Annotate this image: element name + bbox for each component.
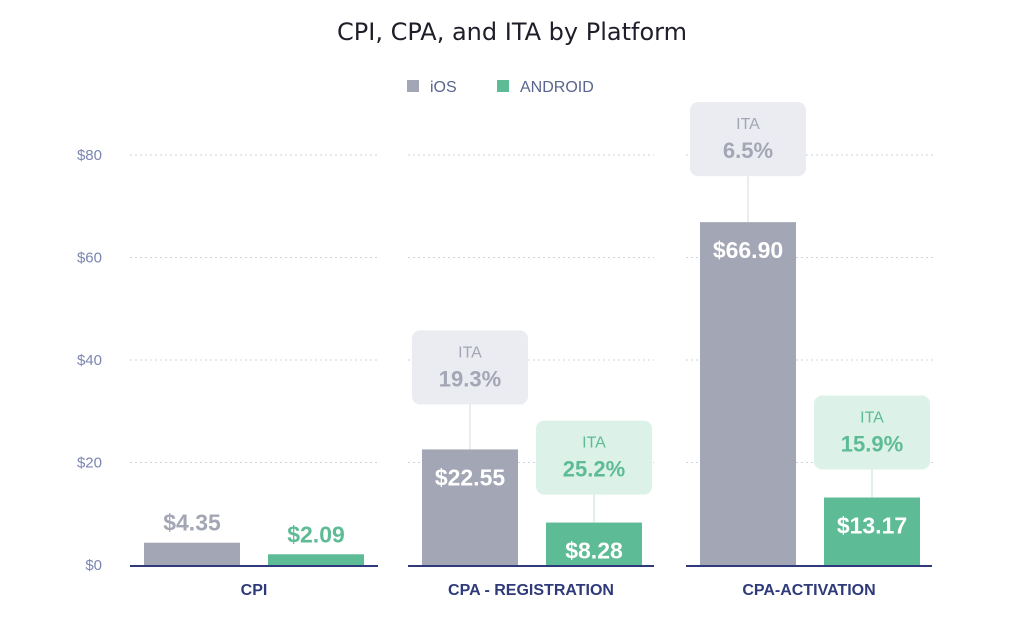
bar [144,542,240,565]
bar-value-label: $66.90 [713,237,783,263]
ita-callout-value: 19.3% [439,366,501,391]
bar [546,522,642,565]
ita-callout-box [690,102,806,177]
ita-callout-box [412,330,528,405]
ita-callout-box [536,420,652,495]
legend-label: ANDROID [520,79,594,96]
legend-swatch [407,80,419,92]
ita-callout-title: ITA [736,116,760,133]
y-tick-label: $0 [85,557,102,574]
y-tick-label: $40 [77,352,102,369]
ita-callout-title: ITA [582,435,606,452]
y-tick-label: $80 [77,147,102,164]
ita-callout-value: 25.2% [563,457,625,482]
bar-value-label: $22.55 [435,464,506,490]
chart-title: CPI, CPA, and ITA by Platform [337,18,687,46]
category-label: CPA - REGISTRATION [448,582,614,599]
ita-callout-value: 6.5% [723,138,773,163]
bar-value-label: $13.17 [837,513,907,539]
ita-callout-box [814,395,930,470]
legend-label: iOS [430,79,457,96]
bar-value-label: $8.28 [565,538,623,564]
bar-value-label: $2.09 [287,521,345,547]
bar [268,554,364,565]
bar [824,497,920,565]
ita-callout-value: 15.9% [841,432,903,457]
y-tick-label: $20 [77,455,102,472]
legend-swatch [497,80,509,92]
category-label: CPI [241,582,268,599]
bar [700,222,796,565]
ita-callout-title: ITA [458,344,482,361]
y-tick-label: $60 [77,250,102,267]
ita-callout-title: ITA [860,410,884,427]
bar-value-label: $4.35 [163,510,221,536]
bar [422,449,518,565]
category-label: CPA-ACTIVATION [742,582,875,599]
